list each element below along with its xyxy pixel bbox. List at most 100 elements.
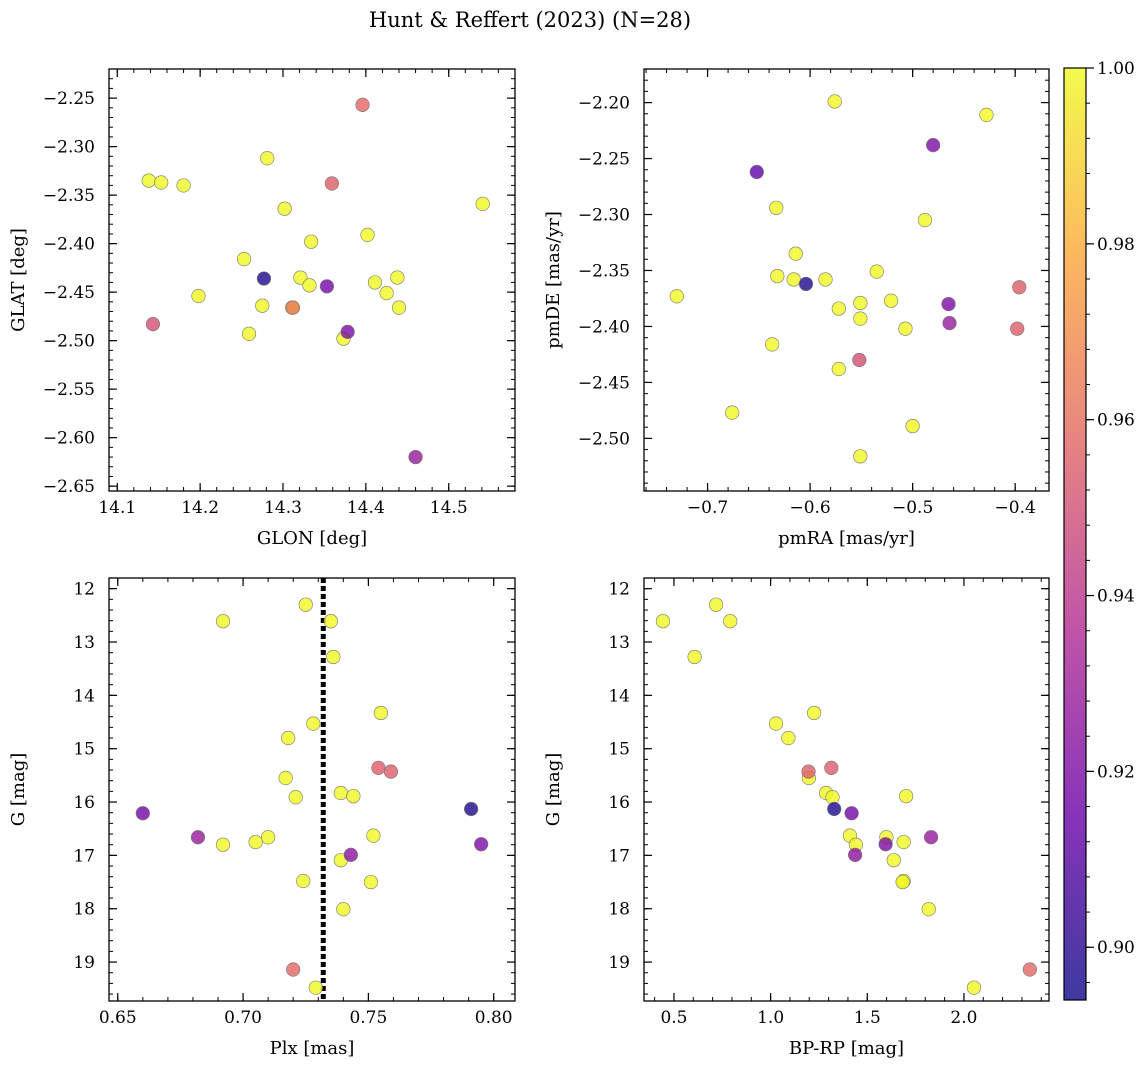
data-point bbox=[363, 874, 378, 890]
data-point bbox=[474, 837, 489, 852]
x-tick-label: 1.0 bbox=[757, 1008, 784, 1028]
panel-bprp-g: 0.5 1.0 1.5 2.0 12 13 14 15 16 17 18 19 BP-RP [mag] G… bbox=[543, 577, 1050, 1059]
data-point bbox=[853, 311, 868, 326]
data-point bbox=[154, 175, 169, 190]
x-axis-label: BP-RP [mag] bbox=[789, 1038, 904, 1059]
data-point bbox=[326, 649, 341, 665]
y-tick-label: 15 bbox=[608, 740, 630, 760]
data-point bbox=[176, 178, 191, 193]
y-tick-label: 16 bbox=[608, 793, 630, 813]
y-tick-label: −2.50 bbox=[43, 332, 95, 352]
data-point bbox=[899, 789, 914, 804]
x-axis-label: Plx [mas] bbox=[270, 1038, 355, 1059]
data-point bbox=[709, 597, 724, 612]
y-tick-label: 19 bbox=[608, 953, 630, 973]
data-point bbox=[336, 902, 351, 917]
data-point bbox=[786, 272, 801, 287]
x-tick-label: 14.4 bbox=[347, 498, 385, 518]
data-point bbox=[379, 285, 394, 301]
y-tick-label: −2.65 bbox=[43, 477, 95, 497]
data-point bbox=[281, 730, 296, 746]
y-tick-label: −2.20 bbox=[578, 94, 630, 114]
data-point bbox=[286, 962, 301, 977]
y-tick-label: 18 bbox=[608, 900, 630, 920]
data-point bbox=[655, 614, 671, 629]
data-point bbox=[135, 806, 150, 821]
panel-pmra-pmde: −0.7 −0.6 −0.5 −0.4 −2.20 −2.25 −2.30 −2.35 −2.4… bbox=[543, 68, 1050, 549]
data-point bbox=[827, 801, 842, 817]
data-point bbox=[941, 296, 956, 312]
data-point bbox=[723, 614, 738, 629]
data-point bbox=[884, 293, 899, 308]
data-point bbox=[373, 705, 389, 721]
data-point bbox=[304, 234, 319, 249]
colorbar-tick-label: 0.96 bbox=[1097, 411, 1135, 431]
data-point bbox=[319, 279, 335, 294]
y-tick-label: −2.50 bbox=[578, 429, 630, 449]
data-point bbox=[277, 201, 292, 216]
data-point bbox=[765, 337, 780, 352]
x-axis-label: GLON [deg] bbox=[257, 528, 367, 549]
data-point bbox=[979, 107, 994, 122]
data-point bbox=[390, 270, 405, 285]
data-point bbox=[366, 828, 381, 843]
data-point bbox=[371, 760, 386, 775]
data-point bbox=[145, 317, 161, 332]
data-point bbox=[408, 449, 423, 465]
data-point bbox=[788, 246, 803, 261]
data-point bbox=[926, 138, 941, 153]
data-point bbox=[248, 834, 263, 850]
y-tick-label: 17 bbox=[73, 846, 95, 866]
y-tick-label: −2.30 bbox=[43, 138, 95, 158]
data-point bbox=[725, 405, 740, 420]
data-point bbox=[827, 94, 842, 109]
y-tick-label: −2.30 bbox=[578, 206, 630, 226]
data-point bbox=[853, 449, 868, 464]
x-tick-label: 0.75 bbox=[349, 1008, 387, 1028]
data-point bbox=[917, 213, 933, 228]
y-tick-label: −2.55 bbox=[43, 380, 95, 400]
x-tick-label: 0.70 bbox=[224, 1008, 262, 1028]
x-tick-label: 1.5 bbox=[854, 1008, 881, 1028]
x-tick-label: 0.80 bbox=[475, 1008, 513, 1028]
data-point bbox=[852, 352, 867, 368]
y-axis-label: G [mag] bbox=[8, 753, 29, 826]
colorbar-tick-label: 0.90 bbox=[1097, 938, 1135, 958]
axes-frame bbox=[108, 68, 516, 492]
colorbar-tick-label: 0.92 bbox=[1097, 762, 1135, 782]
data-point bbox=[256, 271, 272, 286]
y-tick-label: 14 bbox=[608, 686, 630, 706]
y-axis-label: pmDE [mas/yr] bbox=[543, 211, 564, 349]
data-point bbox=[236, 252, 252, 267]
data-point bbox=[475, 196, 490, 211]
x-tick-label: −0.4 bbox=[995, 498, 1036, 518]
data-point bbox=[278, 770, 293, 786]
data-point bbox=[340, 324, 355, 340]
axes-frame bbox=[108, 577, 516, 1002]
data-point bbox=[942, 315, 957, 331]
data-point bbox=[360, 227, 375, 242]
x-tick-label: 14.5 bbox=[430, 498, 468, 518]
data-point bbox=[261, 830, 276, 845]
x-tick-label: −0.7 bbox=[687, 498, 728, 518]
figure-title: Hunt & Reffert (2023) (N=28) bbox=[369, 8, 691, 32]
data-point bbox=[896, 834, 911, 850]
y-tick-label: −2.35 bbox=[578, 261, 630, 281]
data-point bbox=[895, 874, 910, 890]
panels: 14.1 14.2 14.3 14.4 14.5 −2.25 −2.30 −2.35 −2.40… bbox=[8, 68, 1050, 1059]
data-point bbox=[391, 300, 407, 315]
y-tick-label: 14 bbox=[73, 686, 95, 706]
data-point bbox=[285, 300, 301, 315]
data-point bbox=[346, 789, 361, 804]
y-tick-label: 13 bbox=[608, 633, 630, 653]
y-tick-label: 16 bbox=[73, 793, 95, 813]
data-point bbox=[215, 614, 231, 629]
data-point bbox=[255, 298, 270, 313]
data-point bbox=[296, 873, 311, 889]
colorbar-tick-label: 0.98 bbox=[1097, 235, 1135, 255]
data-point bbox=[818, 272, 833, 287]
y-axis-label: GLAT [deg] bbox=[8, 228, 29, 332]
colorbar: 0.90 0.92 0.94 0.96 0.98 1.00 bbox=[1063, 59, 1135, 1001]
data-point bbox=[801, 764, 816, 779]
